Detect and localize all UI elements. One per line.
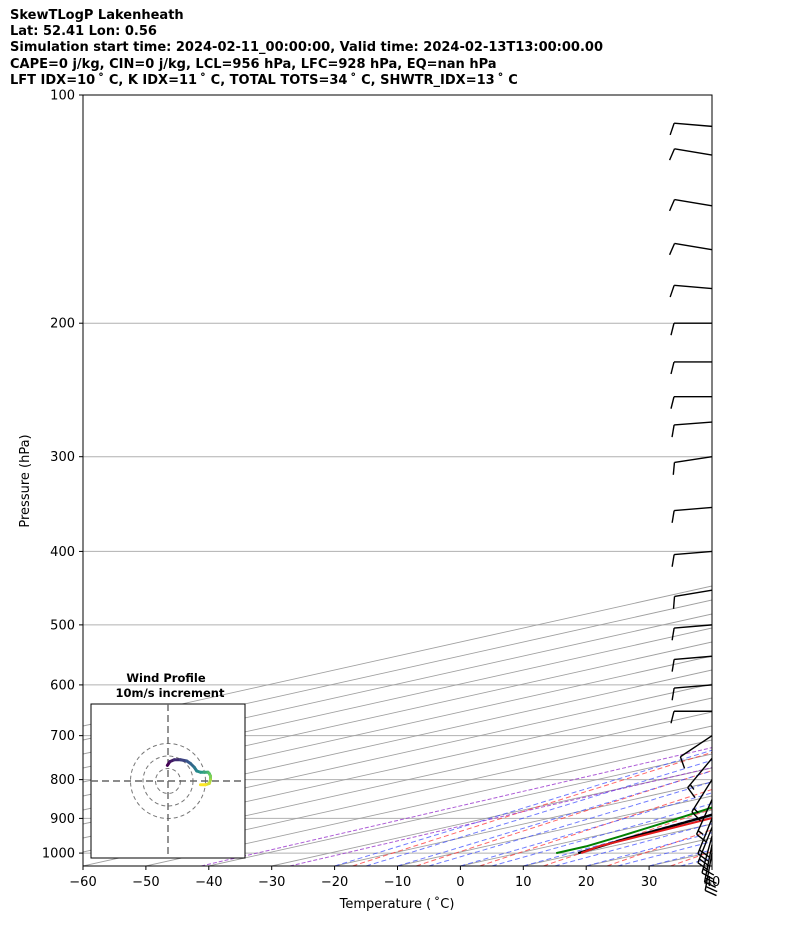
x-tick-label: −50 xyxy=(132,875,159,890)
time-line: Simulation start time: 2024-02-11_00:00:… xyxy=(10,40,603,56)
x-axis-label: Temperature ( ˚C) xyxy=(339,896,455,912)
isotherm-line xyxy=(83,683,712,825)
parcel-profile-line xyxy=(577,813,712,855)
wind-barb xyxy=(668,198,713,212)
wind-barb xyxy=(670,395,712,409)
wind-barb xyxy=(671,624,713,641)
wind-barb xyxy=(668,148,713,161)
isotherm-line xyxy=(83,697,712,839)
wind-barb xyxy=(670,361,712,375)
wind-barb xyxy=(670,322,712,336)
isotherm-line xyxy=(83,655,712,797)
x-tick-label: −10 xyxy=(384,875,411,890)
dry-adiabat-line xyxy=(734,95,794,866)
moist-adiabat-line xyxy=(460,792,712,866)
y-tick-label: 200 xyxy=(50,317,75,332)
isotherm-line xyxy=(83,725,712,866)
y-tick-label: 1000 xyxy=(42,847,75,862)
wind-barb xyxy=(679,735,713,769)
isotherm-line xyxy=(83,669,712,811)
hodograph-inset: Wind Profile 10m/s increment xyxy=(90,671,246,859)
moist-adiabat-line xyxy=(397,770,712,866)
y-tick-label: 700 xyxy=(50,729,75,744)
y-tick-label: 600 xyxy=(50,678,75,693)
wind-barb xyxy=(671,684,713,701)
wind-barb xyxy=(695,799,713,843)
x-tick-label: 30 xyxy=(641,875,658,890)
x-tick-label: −30 xyxy=(258,875,285,890)
moist-adiabat-line xyxy=(365,759,712,866)
x-tick-label: −60 xyxy=(69,875,96,890)
wind-barbs xyxy=(668,122,718,897)
cape-line: CAPE=0 j/kg, CIN=0 j/kg, LCL=956 hPa, LF… xyxy=(10,56,497,72)
wind-barb xyxy=(697,827,713,871)
inset-title: Wind Profile xyxy=(126,671,206,685)
indices-line: LFT IDX=10 ˚ C, K IDX=11 ˚ C, TOTAL TOTS… xyxy=(10,72,518,88)
chart-header: SkewTLogP Lakenheath Lat: 52.41 Lon: 0.5… xyxy=(10,8,603,89)
wind-barb xyxy=(669,122,713,136)
isotherm-line xyxy=(83,711,712,853)
x-tick-label: 0 xyxy=(456,875,464,890)
isotherm-line xyxy=(83,641,712,783)
inset-subtitle: 10m/s increment xyxy=(116,686,225,700)
y-tick-label: 100 xyxy=(50,89,75,104)
x-tick-label: 10 xyxy=(515,875,532,890)
y-axis-label: Pressure (hPa) xyxy=(18,434,33,527)
wind-barb xyxy=(670,710,712,724)
wind-barb xyxy=(697,818,713,862)
wind-barb xyxy=(671,655,713,672)
dry-adiabat-line xyxy=(479,788,712,866)
y-tick-label: 500 xyxy=(50,618,75,633)
x-tick-label: −20 xyxy=(321,875,348,890)
wind-barb xyxy=(703,844,717,888)
x-tick-label: −40 xyxy=(195,875,222,890)
wind-barb xyxy=(687,757,713,798)
wind-barb xyxy=(691,779,713,822)
wind-barb xyxy=(671,550,713,567)
y-tick-label: 400 xyxy=(50,545,75,560)
wind-barb xyxy=(672,589,713,609)
wind-barb xyxy=(668,242,713,256)
mixing-ratio-line xyxy=(289,767,712,866)
chart-title: SkewTLogP Lakenheath xyxy=(10,8,184,23)
y-tick-label: 800 xyxy=(50,773,75,788)
wind-barb xyxy=(671,506,713,523)
location-line: Lat: 52.41 Lon: 0.56 xyxy=(10,24,157,40)
wind-barb xyxy=(671,421,713,438)
y-tick-label: 300 xyxy=(50,450,75,465)
wind-barb xyxy=(672,456,713,475)
isotherm-line xyxy=(711,865,712,866)
wind-barb xyxy=(669,284,713,298)
dry-adiabat-line xyxy=(543,808,712,866)
y-tick-label: 900 xyxy=(50,812,75,827)
x-tick-label: 20 xyxy=(578,875,595,890)
